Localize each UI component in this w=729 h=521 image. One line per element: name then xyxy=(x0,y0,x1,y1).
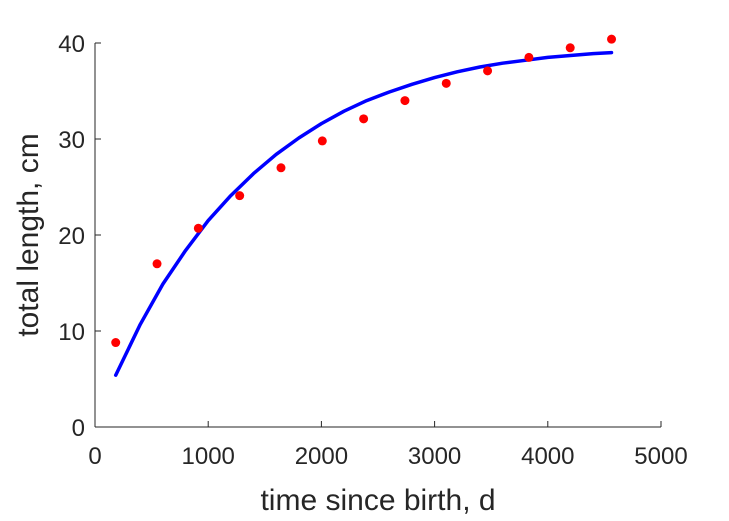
data-point xyxy=(400,96,410,106)
data-point xyxy=(317,136,327,146)
data-point xyxy=(111,338,121,348)
fit-curve-line xyxy=(113,50,614,377)
x-tick-label: 4000 xyxy=(521,443,574,470)
y-axis-label: total length, cm xyxy=(12,133,45,336)
x-tick-label: 0 xyxy=(88,443,101,470)
x-axis-label: time since birth, d xyxy=(260,484,495,517)
data-point xyxy=(483,66,493,76)
x-tick-label: 3000 xyxy=(408,443,461,470)
data-points-layer xyxy=(111,34,617,348)
y-tick-label: 40 xyxy=(58,31,85,58)
y-tick-label: 30 xyxy=(58,127,85,154)
data-point xyxy=(193,223,203,233)
y-tick-label: 10 xyxy=(58,319,85,346)
fit-curve-layer xyxy=(113,50,614,377)
data-point xyxy=(565,43,575,53)
data-point xyxy=(276,163,286,173)
data-point xyxy=(607,34,617,44)
data-point xyxy=(441,78,451,88)
data-point xyxy=(152,259,162,269)
data-point xyxy=(235,191,245,201)
y-tick-label: 0 xyxy=(72,415,85,442)
x-tick-label: 1000 xyxy=(182,443,235,470)
y-tick-label: 20 xyxy=(58,223,85,250)
data-point xyxy=(524,52,534,62)
x-tick-label: 2000 xyxy=(295,443,348,470)
data-point xyxy=(359,114,369,124)
x-tick-label: 5000 xyxy=(634,443,687,470)
axes: 0 1000 2000 3000 4000 5000 0 10 20 30 40 xyxy=(58,31,687,470)
